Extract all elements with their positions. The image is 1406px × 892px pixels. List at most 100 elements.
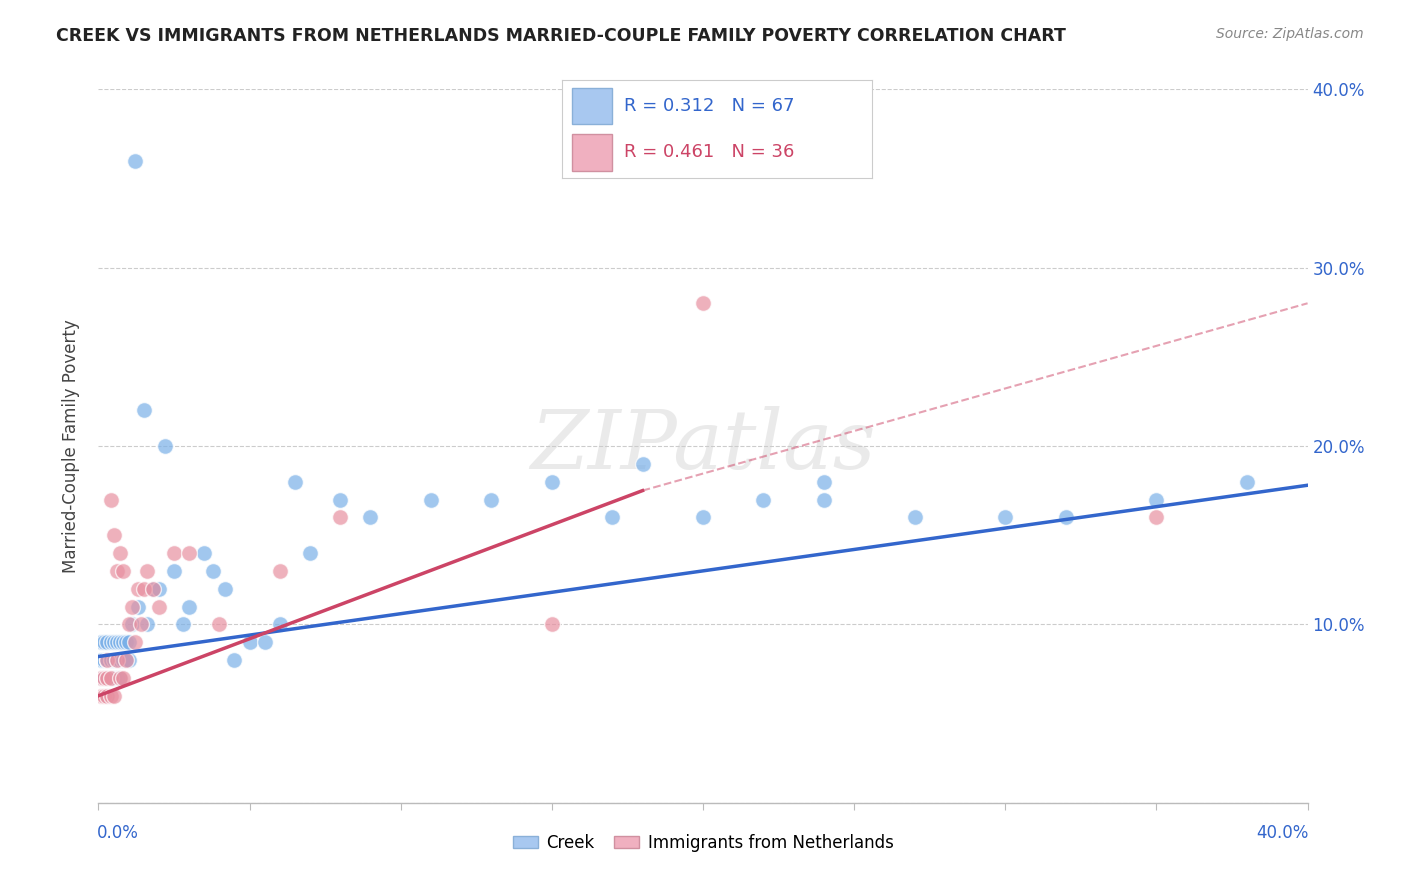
Point bbox=[90, 671, 112, 685]
Point bbox=[284, 475, 307, 489]
Point bbox=[124, 635, 146, 649]
Point bbox=[752, 492, 775, 507]
Text: 0.0%: 0.0% bbox=[97, 824, 139, 842]
Point bbox=[129, 617, 152, 632]
Point bbox=[127, 582, 149, 596]
Point bbox=[93, 671, 115, 685]
Point bbox=[214, 582, 236, 596]
Point bbox=[90, 671, 112, 685]
Point bbox=[631, 457, 654, 471]
Point bbox=[100, 671, 122, 685]
Point bbox=[135, 617, 157, 632]
Point bbox=[103, 635, 125, 649]
Point bbox=[90, 653, 112, 667]
Point bbox=[114, 653, 136, 667]
Point bbox=[135, 564, 157, 578]
Text: R = 0.312   N = 67: R = 0.312 N = 67 bbox=[624, 97, 794, 115]
Point bbox=[481, 492, 503, 507]
Point bbox=[904, 510, 927, 524]
Point bbox=[103, 671, 125, 685]
Point bbox=[132, 582, 155, 596]
Point bbox=[96, 671, 118, 685]
Point bbox=[90, 635, 112, 649]
Point bbox=[93, 653, 115, 667]
FancyBboxPatch shape bbox=[572, 134, 612, 170]
Point bbox=[100, 492, 122, 507]
Point bbox=[121, 617, 143, 632]
Point bbox=[93, 689, 115, 703]
Point bbox=[1236, 475, 1258, 489]
Point bbox=[202, 564, 225, 578]
Point bbox=[93, 671, 115, 685]
Point bbox=[96, 671, 118, 685]
Point bbox=[100, 635, 122, 649]
Point bbox=[142, 582, 165, 596]
Text: R = 0.461   N = 36: R = 0.461 N = 36 bbox=[624, 144, 794, 161]
Point bbox=[269, 564, 291, 578]
Point bbox=[163, 564, 186, 578]
Point bbox=[96, 635, 118, 649]
Point bbox=[111, 635, 134, 649]
Point bbox=[100, 653, 122, 667]
Point bbox=[813, 492, 835, 507]
Point bbox=[100, 671, 122, 685]
Text: 40.0%: 40.0% bbox=[1257, 824, 1309, 842]
Point bbox=[93, 635, 115, 649]
Point bbox=[193, 546, 215, 560]
Point bbox=[105, 653, 128, 667]
Text: CREEK VS IMMIGRANTS FROM NETHERLANDS MARRIED-COUPLE FAMILY POVERTY CORRELATION C: CREEK VS IMMIGRANTS FROM NETHERLANDS MAR… bbox=[56, 27, 1066, 45]
Point bbox=[118, 653, 141, 667]
Point bbox=[813, 475, 835, 489]
Point bbox=[153, 439, 176, 453]
Point bbox=[108, 635, 131, 649]
Point bbox=[692, 510, 714, 524]
Point bbox=[269, 617, 291, 632]
Point bbox=[1144, 492, 1167, 507]
Point bbox=[96, 653, 118, 667]
Point bbox=[179, 546, 201, 560]
Point bbox=[108, 671, 131, 685]
Point bbox=[420, 492, 443, 507]
Point bbox=[118, 635, 141, 649]
Point bbox=[105, 635, 128, 649]
Point bbox=[124, 153, 146, 168]
Legend: Creek, Immigrants from Netherlands: Creek, Immigrants from Netherlands bbox=[506, 828, 900, 859]
Point bbox=[96, 653, 118, 667]
Point bbox=[132, 403, 155, 417]
Point bbox=[329, 492, 352, 507]
Point bbox=[93, 671, 115, 685]
Point bbox=[100, 689, 122, 703]
Point bbox=[121, 599, 143, 614]
Point bbox=[96, 689, 118, 703]
FancyBboxPatch shape bbox=[572, 88, 612, 124]
Point bbox=[299, 546, 322, 560]
Point bbox=[172, 617, 194, 632]
Point bbox=[111, 671, 134, 685]
Point bbox=[111, 653, 134, 667]
Point bbox=[142, 582, 165, 596]
Point bbox=[114, 653, 136, 667]
Point bbox=[239, 635, 262, 649]
Point bbox=[602, 510, 624, 524]
Point bbox=[105, 564, 128, 578]
Point bbox=[540, 475, 562, 489]
Point bbox=[105, 671, 128, 685]
Point bbox=[103, 689, 125, 703]
Point bbox=[540, 617, 562, 632]
Y-axis label: Married-Couple Family Poverty: Married-Couple Family Poverty bbox=[62, 319, 80, 573]
Point bbox=[108, 546, 131, 560]
Point bbox=[208, 617, 231, 632]
Point bbox=[111, 564, 134, 578]
Text: ZIPatlas: ZIPatlas bbox=[530, 406, 876, 486]
Point bbox=[329, 510, 352, 524]
Point bbox=[96, 689, 118, 703]
Point bbox=[253, 635, 276, 649]
Point bbox=[163, 546, 186, 560]
Point bbox=[148, 582, 170, 596]
Point bbox=[108, 653, 131, 667]
Point bbox=[360, 510, 382, 524]
Point bbox=[108, 671, 131, 685]
Point bbox=[1144, 510, 1167, 524]
Point bbox=[96, 653, 118, 667]
Point bbox=[90, 689, 112, 703]
